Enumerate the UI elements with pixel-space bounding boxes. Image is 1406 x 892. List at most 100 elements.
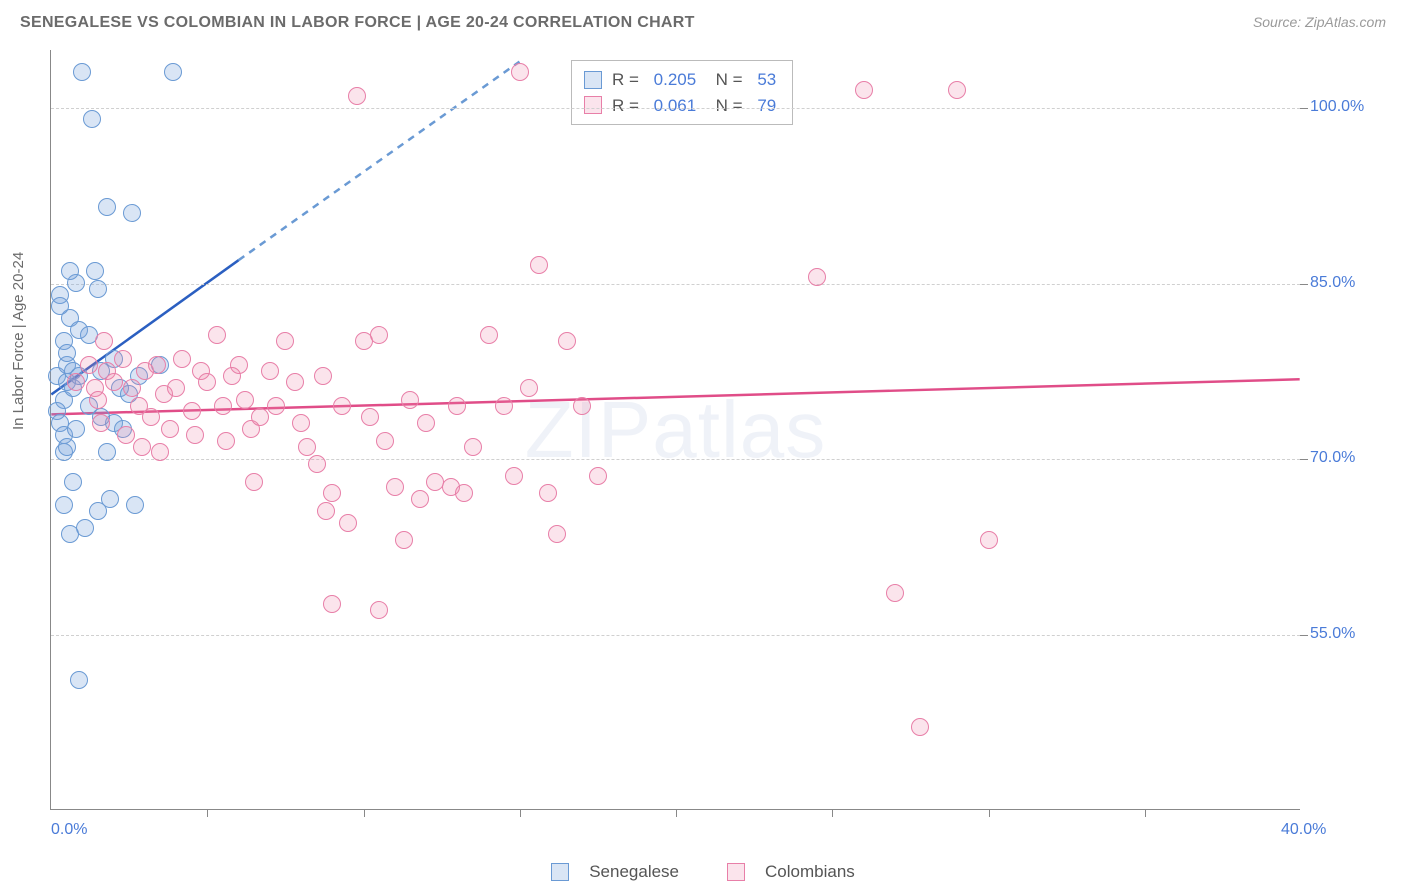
scatter-point-colombians [80,356,98,374]
scatter-point-colombians [480,326,498,344]
scatter-point-colombians [208,326,226,344]
scatter-point-senegalese [61,262,79,280]
scatter-point-colombians [448,397,466,415]
scatter-point-colombians [573,397,591,415]
scatter-point-colombians [261,362,279,380]
scatter-point-colombians [173,350,191,368]
y-tick-label: 70.0% [1310,449,1390,467]
scatter-point-colombians [133,438,151,456]
scatter-point-colombians [105,373,123,391]
scatter-point-senegalese [61,525,79,543]
regression-lines-layer [51,50,1300,809]
scatter-point-colombians [214,397,232,415]
correlation-row: R = 0.205 N = 53 [584,67,776,93]
scatter-point-colombians [361,408,379,426]
scatter-point-senegalese [76,519,94,537]
correlation-legend-box: R = 0.205 N = 53 R = 0.061 N = 79 [571,60,793,125]
scatter-point-colombians [370,601,388,619]
scatter-point-senegalese [67,420,85,438]
grid-line-h [51,635,1300,636]
scatter-point-colombians [114,350,132,368]
scatter-point-colombians [148,356,166,374]
scatter-point-colombians [95,332,113,350]
scatter-point-colombians [142,408,160,426]
scatter-point-colombians [217,432,235,450]
scatter-point-senegalese [86,262,104,280]
scatter-point-colombians [511,63,529,81]
legend-item: Colombians [715,862,867,882]
scatter-point-colombians [333,397,351,415]
scatter-point-colombians [948,81,966,99]
scatter-point-senegalese [126,496,144,514]
correlation-row: R = 0.061 N = 79 [584,93,776,119]
scatter-point-colombians [548,525,566,543]
scatter-point-colombians [286,373,304,391]
scatter-point-senegalese [58,344,76,362]
legend-label: Senegalese [589,862,679,882]
scatter-point-colombians [251,408,269,426]
scatter-point-colombians [539,484,557,502]
y-tick-label: 85.0% [1310,274,1390,292]
scatter-point-senegalese [89,502,107,520]
scatter-point-senegalese [98,443,116,461]
scatter-point-colombians [245,473,263,491]
scatter-point-colombians [151,443,169,461]
scatter-point-colombians [530,256,548,274]
scatter-point-senegalese [73,63,91,81]
chart-title: SENEGALESE VS COLOMBIAN IN LABOR FORCE |… [20,14,695,32]
scatter-point-colombians [198,373,216,391]
scatter-point-colombians [117,426,135,444]
y-tick-label: 55.0% [1310,625,1390,643]
n-value: 53 [757,67,776,93]
scatter-point-senegalese [98,198,116,216]
scatter-point-colombians [417,414,435,432]
legend-item: Senegalese [539,862,691,882]
y-tick-label: 100.0% [1310,98,1390,116]
scatter-point-colombians [855,81,873,99]
legend-label: Colombians [765,862,855,882]
scatter-point-senegalese [58,438,76,456]
scatter-point-colombians [276,332,294,350]
scatter-point-colombians [314,367,332,385]
scatter-point-colombians [161,420,179,438]
source-attribution: Source: ZipAtlas.com [1253,14,1386,30]
scatter-plot-area: ZIPatlas R = 0.205 N = 53 R = 0.061 N = … [50,50,1300,810]
watermark-text: ZIPatlas [525,384,826,476]
scatter-point-colombians [236,391,254,409]
scatter-point-colombians [808,268,826,286]
scatter-point-colombians [520,379,538,397]
scatter-point-senegalese [164,63,182,81]
r-value: 0.205 [654,67,697,93]
scatter-point-colombians [386,478,404,496]
legend-swatch [584,96,602,114]
scatter-point-senegalese [51,297,69,315]
scatter-point-colombians [230,356,248,374]
scatter-point-colombians [186,426,204,444]
scatter-point-senegalese [70,671,88,689]
scatter-point-colombians [298,438,316,456]
scatter-point-colombians [323,484,341,502]
legend-swatch [551,863,569,881]
scatter-point-colombians [395,531,413,549]
scatter-point-senegalese [55,496,73,514]
n-value: 79 [757,93,776,119]
scatter-point-senegalese [83,110,101,128]
scatter-point-colombians [123,379,141,397]
scatter-point-colombians [92,414,110,432]
scatter-point-colombians [886,584,904,602]
x-tick-label: 0.0% [51,821,87,839]
scatter-point-senegalese [123,204,141,222]
scatter-point-colombians [558,332,576,350]
y-axis-label: In Labor Force | Age 20-24 [10,252,27,430]
scatter-point-colombians [267,397,285,415]
bottom-legend: Senegalese Colombians [0,862,1406,886]
scatter-point-colombians [589,467,607,485]
scatter-point-colombians [89,391,107,409]
legend-swatch [727,863,745,881]
scatter-point-senegalese [64,473,82,491]
scatter-point-colombians [317,502,335,520]
scatter-point-colombians [348,87,366,105]
x-tick-label: 40.0% [1281,821,1326,839]
scatter-point-senegalese [48,402,66,420]
scatter-point-colombians [308,455,326,473]
